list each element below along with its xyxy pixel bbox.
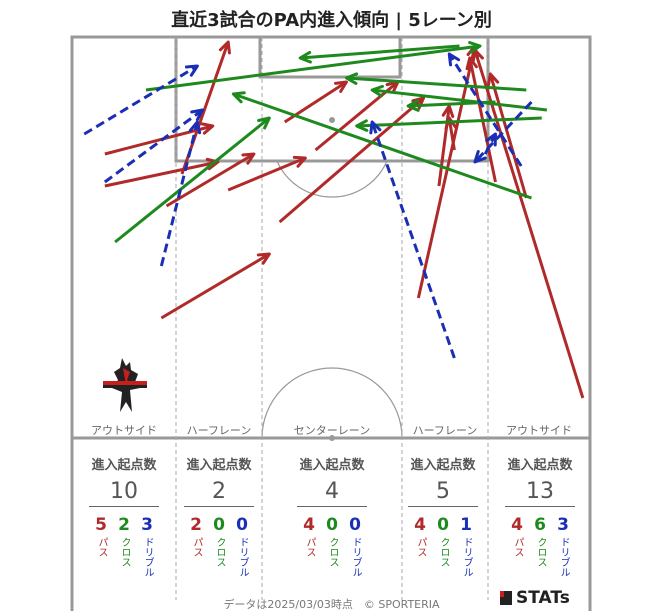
center-circle	[261, 367, 403, 439]
cross-count: 6	[534, 515, 546, 535]
footer-note: データは2025/03/03時点 © SPORTERIA	[223, 598, 440, 611]
cross-count: 0	[437, 515, 449, 535]
stats-breakdown: 5 パス 2 クロス 3 ドリブル	[74, 515, 174, 577]
cross-label: クロス	[214, 537, 225, 567]
pass-count: 4	[303, 515, 315, 535]
brand-logo: STATs	[500, 588, 570, 608]
cross-count: 0	[213, 515, 225, 535]
stats-breakdown: 4 パス 0 クロス 1 ドリブル	[394, 515, 492, 577]
chart-title: 直近3試合のPA内進入傾向 | 5レーン別	[171, 10, 492, 31]
pass-arrow	[227, 155, 307, 192]
pitch-thin-lines	[261, 160, 403, 439]
cross-arrow	[344, 72, 527, 92]
penalty-arc	[276, 160, 388, 198]
cross-arrow	[145, 41, 482, 92]
dribble-label: ドリブル	[142, 537, 153, 577]
stats-total: 2	[184, 479, 254, 507]
cross-label: クロス	[119, 537, 130, 567]
dribble-count: 3	[557, 515, 569, 535]
cross-arrow	[114, 116, 271, 244]
dribble-count: 1	[460, 515, 472, 535]
cross-arrow	[298, 44, 460, 64]
stats-heading: 進入起点数	[410, 458, 476, 473]
dribble-arrow	[483, 132, 497, 155]
stats-total: 13	[505, 479, 575, 507]
dribble-count: 0	[349, 515, 361, 535]
lane-label-left-halfspace: ハーフレーン	[186, 424, 252, 437]
pass-count: 4	[511, 515, 523, 535]
dribble-label: ドリブル	[237, 537, 248, 577]
stats-breakdown: 4 パス 0 クロス 0 ドリブル	[282, 515, 382, 577]
dribble-arrow	[447, 52, 523, 167]
dribble-label: ドリブル	[350, 537, 361, 577]
stats-total: 10	[89, 479, 159, 507]
cross-label: クロス	[327, 537, 338, 567]
stats-heading: 進入起点数	[91, 458, 157, 473]
pass-count: 2	[190, 515, 202, 535]
dribble-count: 0	[236, 515, 248, 535]
cross-count: 0	[326, 515, 338, 535]
dribble-arrow	[103, 108, 204, 184]
cross-arrow	[231, 91, 532, 200]
stats-breakdown: 2 パス 0 クロス 0 ドリブル	[170, 515, 268, 577]
lane-stats-left-halfspace: 進入起点数 2 2 パス 0 クロス 0 ドリブル	[170, 450, 268, 577]
stats-logo-icon	[500, 591, 512, 605]
lane-stats-right-outside: 進入起点数 13 4 パス 6 クロス 3 ドリブル	[490, 450, 590, 577]
lane-label-right-halfspace: ハーフレーン	[412, 424, 478, 437]
stats-heading: 進入起点数	[299, 458, 365, 473]
brand-text: STATs	[516, 588, 570, 608]
pass-arrow	[104, 122, 215, 156]
cross-arrow	[370, 84, 548, 112]
dribble-label: ドリブル	[461, 537, 472, 577]
pass-label: パス	[304, 537, 315, 557]
stats-total: 4	[297, 479, 367, 507]
penalty-spot	[329, 117, 335, 123]
lane-label-left-outside: アウトサイド	[91, 424, 157, 437]
pass-arrow	[160, 252, 271, 320]
center-spot	[329, 435, 335, 441]
pass-label: パス	[191, 537, 202, 557]
dribble-count: 3	[141, 515, 153, 535]
pass-label: パス	[512, 537, 523, 557]
club-crest	[103, 358, 147, 412]
entry-arrows	[83, 40, 585, 399]
stats-total: 5	[408, 479, 478, 507]
stats-heading: 進入起点数	[507, 458, 573, 473]
lane-label-right-outside: アウトサイド	[506, 424, 572, 437]
lane-label-center: センターレーン	[293, 424, 371, 437]
stats-breakdown: 4 パス 6 クロス 3 ドリブル	[490, 515, 590, 577]
cross-arrow	[355, 116, 542, 132]
dribble-arrow	[369, 120, 456, 359]
pass-arrow	[487, 72, 528, 199]
dribble-arrow	[159, 120, 202, 267]
dribble-label: ドリブル	[558, 537, 569, 577]
pass-arrow	[165, 152, 256, 208]
lane-stats-center: 進入起点数 4 4 パス 0 クロス 0 ドリブル	[282, 450, 382, 577]
lane-stats-right-halfspace: 進入起点数 5 4 パス 0 クロス 1 ドリブル	[394, 450, 492, 577]
pass-count: 4	[414, 515, 426, 535]
cross-label: クロス	[535, 537, 546, 567]
lane-stats-left-outside: 進入起点数 10 5 パス 2 クロス 3 ドリブル	[74, 450, 174, 577]
cross-label: クロス	[438, 537, 449, 567]
dribble-arrow	[83, 64, 199, 136]
pass-arrow	[104, 157, 220, 188]
pass-label: パス	[415, 537, 426, 557]
pass-count: 5	[95, 515, 107, 535]
cross-count: 2	[118, 515, 130, 535]
stats-heading: 進入起点数	[186, 458, 252, 473]
dribble-arrow	[473, 100, 533, 164]
pass-label: パス	[96, 537, 107, 557]
